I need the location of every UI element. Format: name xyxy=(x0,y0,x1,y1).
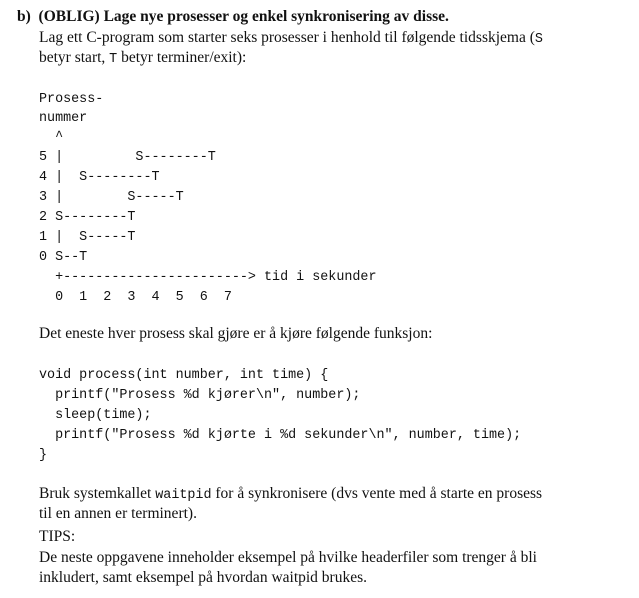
schedule-time-axis: +-----------------------> tid i sekunder xyxy=(39,270,377,285)
schedule-caret: ^ xyxy=(39,130,64,145)
schedule-row-1: 1 | S-----T xyxy=(39,230,136,245)
code-line-5: } xyxy=(39,448,48,463)
waitpid-code: waitpid xyxy=(155,488,212,503)
schedule-row-0: 0 S--T xyxy=(39,250,88,265)
code-line-3: sleep(time); xyxy=(39,408,152,423)
intro-code-s: S xyxy=(534,32,543,47)
schedule-row-3: 3 | S-----T xyxy=(39,190,184,205)
code-line-1: void process(int number, int time) { xyxy=(39,368,329,383)
intro-line-1: Lag ett C-program som starter seks prose… xyxy=(39,28,543,50)
tips-line-2: inkludert, samt eksempel på hvordan wait… xyxy=(39,569,368,586)
waitpid-line-1: Bruk systemkallet waitpid for å synkroni… xyxy=(39,484,542,506)
intro-text-2b: betyr terminer/exit): xyxy=(117,49,247,66)
tips-label: TIPS: xyxy=(39,528,76,545)
intro-text-1: Lag ett C-program som starter seks prose… xyxy=(39,29,535,46)
function-intro: Det eneste hver prosess skal gjøre er å … xyxy=(39,325,433,342)
section-title: (OBLIG) Lage nye prosesser og enkel synk… xyxy=(38,8,449,25)
schedule-header-1: Prosess- xyxy=(39,92,104,107)
schedule-header-2: nummer xyxy=(39,111,88,126)
section-label: b) xyxy=(17,8,31,25)
tips-line-1: De neste oppgavene inneholder eksempel p… xyxy=(39,549,537,566)
schedule-row-5: 5 | S--------T xyxy=(39,150,216,165)
waitpid-text-1b: for å synkronisere (dvs vente med å star… xyxy=(211,485,543,502)
code-line-4: printf("Prosess %d kjørte i %d sekunder\… xyxy=(39,428,522,443)
intro-line-2: betyr start, T betyr terminer/exit): xyxy=(39,48,246,70)
waitpid-line-2: til en annen er terminert). xyxy=(39,505,197,522)
intro-text-2a: betyr start, xyxy=(39,49,110,66)
waitpid-text-1a: Bruk systemkallet xyxy=(39,485,156,502)
schedule-time-ticks: 0 1 2 3 4 5 6 7 xyxy=(39,290,232,305)
schedule-row-4: 4 | S--------T xyxy=(39,170,160,185)
section-heading: b) (OBLIG) Lage nye prosesser og enkel s… xyxy=(17,7,449,27)
code-line-2: printf("Prosess %d kjører\n", number); xyxy=(39,388,361,403)
schedule-row-2: 2 S--------T xyxy=(39,210,136,225)
intro-code-t: T xyxy=(109,52,118,67)
